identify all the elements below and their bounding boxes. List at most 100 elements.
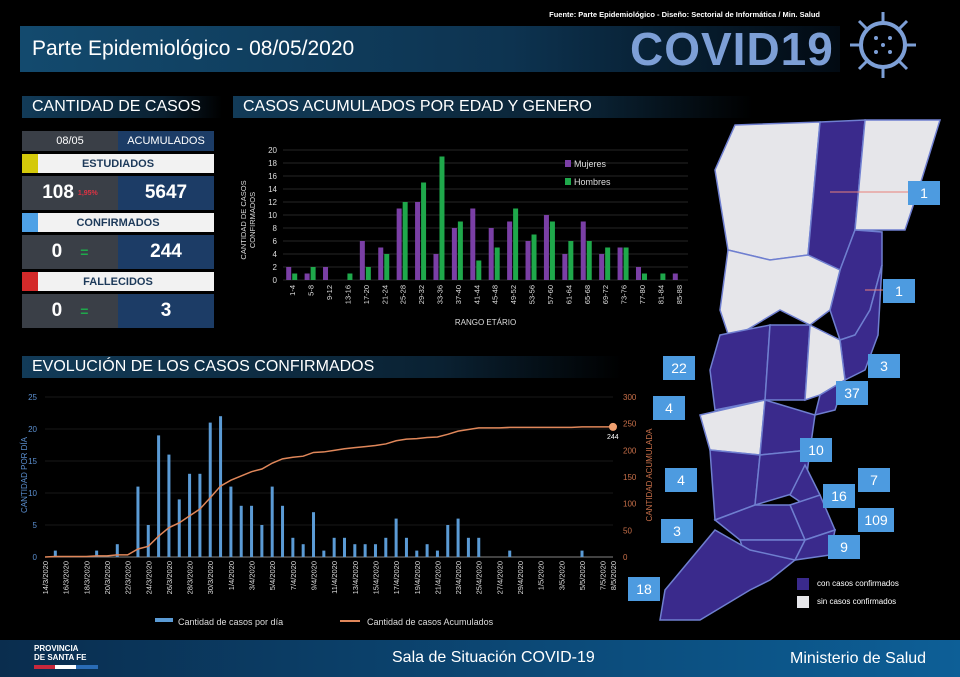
map-case-count: 10 xyxy=(800,438,832,462)
covid19-logo: COVID19 xyxy=(630,23,834,75)
kpi-delta: = xyxy=(80,303,89,319)
map-case-count: 9 xyxy=(828,535,860,559)
kpi-day-value: 108 1,95% xyxy=(22,176,118,210)
daily-bar xyxy=(404,537,408,557)
legend-label: Hombres xyxy=(574,177,611,187)
bar-hombres xyxy=(660,273,666,280)
legend-label: Mujeres xyxy=(574,159,607,169)
x-tick-label: 49-52 xyxy=(509,285,518,304)
kpi-label: FALLECIDOS xyxy=(22,272,214,291)
cases-panel: 08/05 ACUMULADOS ESTUDIADOS 108 1,95% 5647 C… xyxy=(22,131,214,328)
daily-bar xyxy=(270,486,274,557)
x-tick-label: 73-76 xyxy=(620,285,629,304)
bar-hombres xyxy=(347,273,353,280)
bar-mujeres xyxy=(378,247,384,280)
daily-bar xyxy=(291,537,295,557)
y2-tick-label: 0 xyxy=(623,553,628,562)
daily-bar xyxy=(198,473,202,557)
map-case-count: 1 xyxy=(883,279,915,303)
legend-without-cases-swatch xyxy=(797,596,809,608)
map-case-count: 16 xyxy=(823,484,855,508)
x-tick-label: 16/3/2020 xyxy=(62,561,71,594)
dept-san-cristobal xyxy=(709,324,771,411)
bar-mujeres xyxy=(543,215,549,280)
header-banner: Parte Epidemiológico - 08/05/2020 xyxy=(20,26,840,72)
daily-bar xyxy=(322,550,326,557)
y-tick-label: 18 xyxy=(268,159,277,168)
virus-icon xyxy=(850,12,916,78)
kpi-label-text: ESTUDIADOS xyxy=(81,157,155,170)
bar-hombres xyxy=(623,247,629,280)
bar-hombres xyxy=(292,273,298,280)
y-axis-label: CANTIDAD DE CASOS xyxy=(239,180,248,259)
col-day: 08/05 xyxy=(22,131,118,151)
x-tick-label: 24/3/2020 xyxy=(144,561,153,594)
daily-bar xyxy=(250,505,254,557)
kpi-color-tag xyxy=(22,154,38,173)
bar-mujeres xyxy=(451,228,457,280)
daily-bar xyxy=(136,486,140,557)
y-tick-label: 16 xyxy=(268,172,277,181)
daily-bar xyxy=(363,544,367,557)
footer: PROVINCIA DE SANTA FE Sala de Situación … xyxy=(0,640,960,677)
y-tick-label: 20 xyxy=(268,146,277,155)
last-point xyxy=(609,422,617,431)
daily-bar xyxy=(332,537,336,557)
y-tick-label: 20 xyxy=(28,425,37,434)
x-tick-label: 30/3/2020 xyxy=(206,561,215,594)
evo-section-title: EVOLUCIÓN DE LOS CASOS CONFIRMADOS xyxy=(22,356,622,378)
page-title: Parte Epidemiológico - 08/05/2020 xyxy=(32,37,355,60)
bar-mujeres xyxy=(672,273,678,280)
bar-mujeres xyxy=(525,241,531,280)
bar-mujeres xyxy=(488,228,494,280)
daily-bar xyxy=(466,537,470,557)
footer-ministry: Ministerio de Salud xyxy=(790,650,927,667)
kpi-delta: 1,95% xyxy=(77,189,98,197)
dept-castellanos xyxy=(699,399,766,456)
daily-bar xyxy=(342,537,346,557)
x-axis-label: RANGO ETÁRIO xyxy=(455,318,516,327)
x-tick-label: 61-64 xyxy=(564,285,573,304)
daily-bar xyxy=(301,544,305,557)
x-tick-label: 22/3/2020 xyxy=(124,561,133,594)
daily-bar xyxy=(208,422,212,557)
daily-bar xyxy=(353,544,357,557)
x-tick-label: 69-72 xyxy=(601,285,610,304)
kpi-day-value: 0 = xyxy=(22,294,118,328)
dept-san-justo xyxy=(764,324,811,401)
x-tick-label: 5-8 xyxy=(307,285,316,296)
x-tick-label: 27/4/2020 xyxy=(495,561,504,594)
legend-swatch xyxy=(155,618,173,622)
daily-bar xyxy=(239,505,243,557)
bar-mujeres xyxy=(323,267,329,280)
bar-hombres xyxy=(457,221,463,280)
bar-mujeres xyxy=(433,254,439,280)
bar-mujeres xyxy=(470,208,476,280)
bar-hombres xyxy=(605,247,611,280)
daily-bar xyxy=(115,544,119,557)
x-tick-label: 45-48 xyxy=(491,285,500,304)
kpi-label-text: CONFIRMADOS xyxy=(76,216,160,229)
map-case-count: 37 xyxy=(836,381,868,405)
x-tick-label: 5/5/2020 xyxy=(578,561,587,590)
bar-hombres xyxy=(384,254,390,280)
y-axis-label: CONFIRMADOS xyxy=(248,192,257,248)
kpi-acc-value: 5647 xyxy=(118,176,214,210)
cases-section-title: CANTIDAD DE CASOS xyxy=(22,96,222,118)
bar-hombres xyxy=(439,156,445,280)
legend-label: Cantidad de casos Acumulados xyxy=(367,617,494,627)
kpi-acc-value: 244 xyxy=(118,235,214,269)
y2-tick-label: 150 xyxy=(623,473,637,482)
dept-belgrano-iriondo xyxy=(713,504,807,541)
kpi-acc-value: 3 xyxy=(118,294,214,328)
bar-mujeres xyxy=(562,254,568,280)
bar-hombres xyxy=(476,260,482,280)
daily-bar xyxy=(167,454,171,557)
dept-9-de-julio xyxy=(714,121,821,261)
y-tick-label: 14 xyxy=(268,185,277,194)
daily-bar xyxy=(260,525,264,557)
bar-mujeres xyxy=(286,267,292,280)
map-case-count: 18 xyxy=(628,577,660,601)
x-tick-label: 5/4/2020 xyxy=(268,561,277,590)
x-tick-label: 3/5/2020 xyxy=(557,561,566,590)
